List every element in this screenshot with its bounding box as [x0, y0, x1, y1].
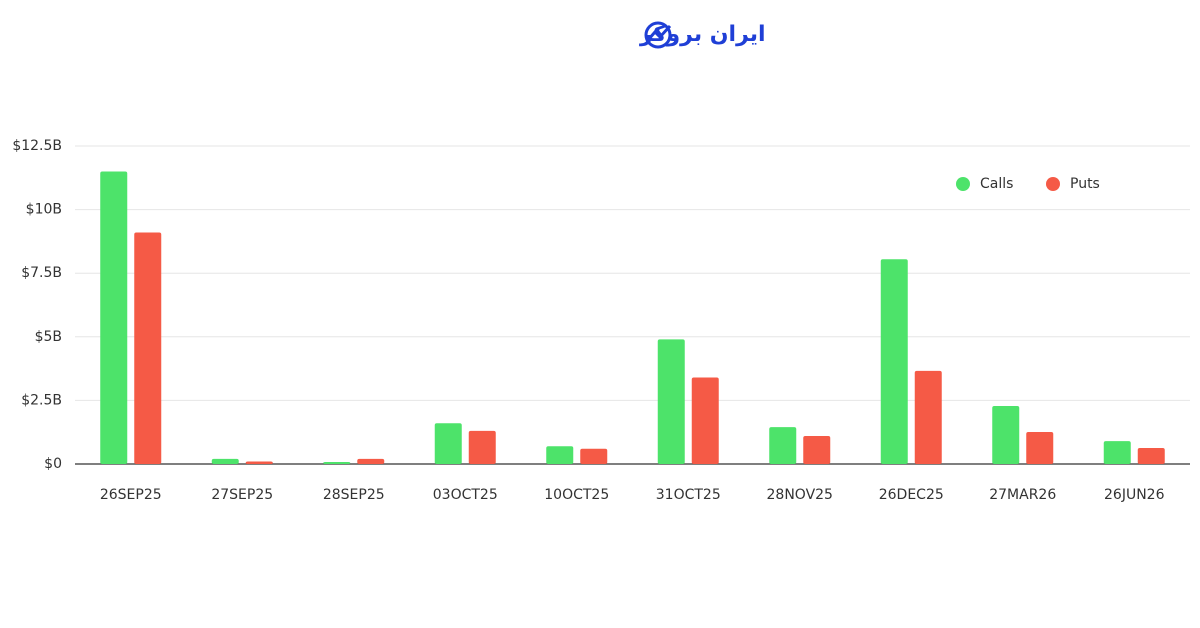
bar [468, 430, 496, 464]
logo-icon [644, 21, 672, 49]
x-tick-label: 26DEC25 [879, 487, 944, 503]
bar [914, 370, 942, 464]
legend-marker [956, 177, 970, 191]
bar [245, 461, 273, 464]
y-tick-label: $2.5B [21, 392, 62, 408]
bar [134, 232, 162, 464]
logo-text: ایران بروکر [639, 22, 766, 47]
y-tick-label: $10B [26, 202, 62, 218]
bar [769, 427, 797, 464]
y-tick-label: $7.5B [21, 265, 62, 281]
x-tick-label: 27SEP25 [211, 487, 273, 503]
legend-label: Puts [1070, 176, 1100, 192]
x-tick-label: 27MAR26 [989, 487, 1056, 503]
y-tick-label: $12.5B [12, 138, 62, 154]
legend-label: Calls [980, 176, 1013, 192]
y-tick-label: $0 [44, 456, 62, 472]
x-tick-label: 10OCT25 [544, 487, 609, 503]
bar [357, 458, 385, 464]
bar [211, 458, 239, 464]
bar [657, 339, 685, 464]
bar [691, 377, 719, 464]
x-tick-label: 28SEP25 [323, 487, 385, 503]
bar [1026, 431, 1054, 464]
bar [546, 446, 574, 464]
bar [803, 436, 831, 464]
x-tick-label: 31OCT25 [656, 487, 721, 503]
bar [323, 461, 351, 464]
bar [1103, 441, 1131, 464]
x-tick-label: 26JUN26 [1104, 487, 1165, 503]
bar [1137, 447, 1165, 464]
bar [100, 171, 128, 464]
legend-marker [1046, 177, 1060, 191]
bar [434, 423, 462, 464]
bar [992, 405, 1020, 464]
bar [880, 259, 908, 464]
x-tick-label: 26SEP25 [100, 487, 162, 503]
x-tick-label: 03OCT25 [433, 487, 498, 503]
y-tick-label: $5B [35, 329, 62, 345]
bar [580, 448, 608, 464]
x-tick-label: 28NOV25 [767, 487, 833, 503]
